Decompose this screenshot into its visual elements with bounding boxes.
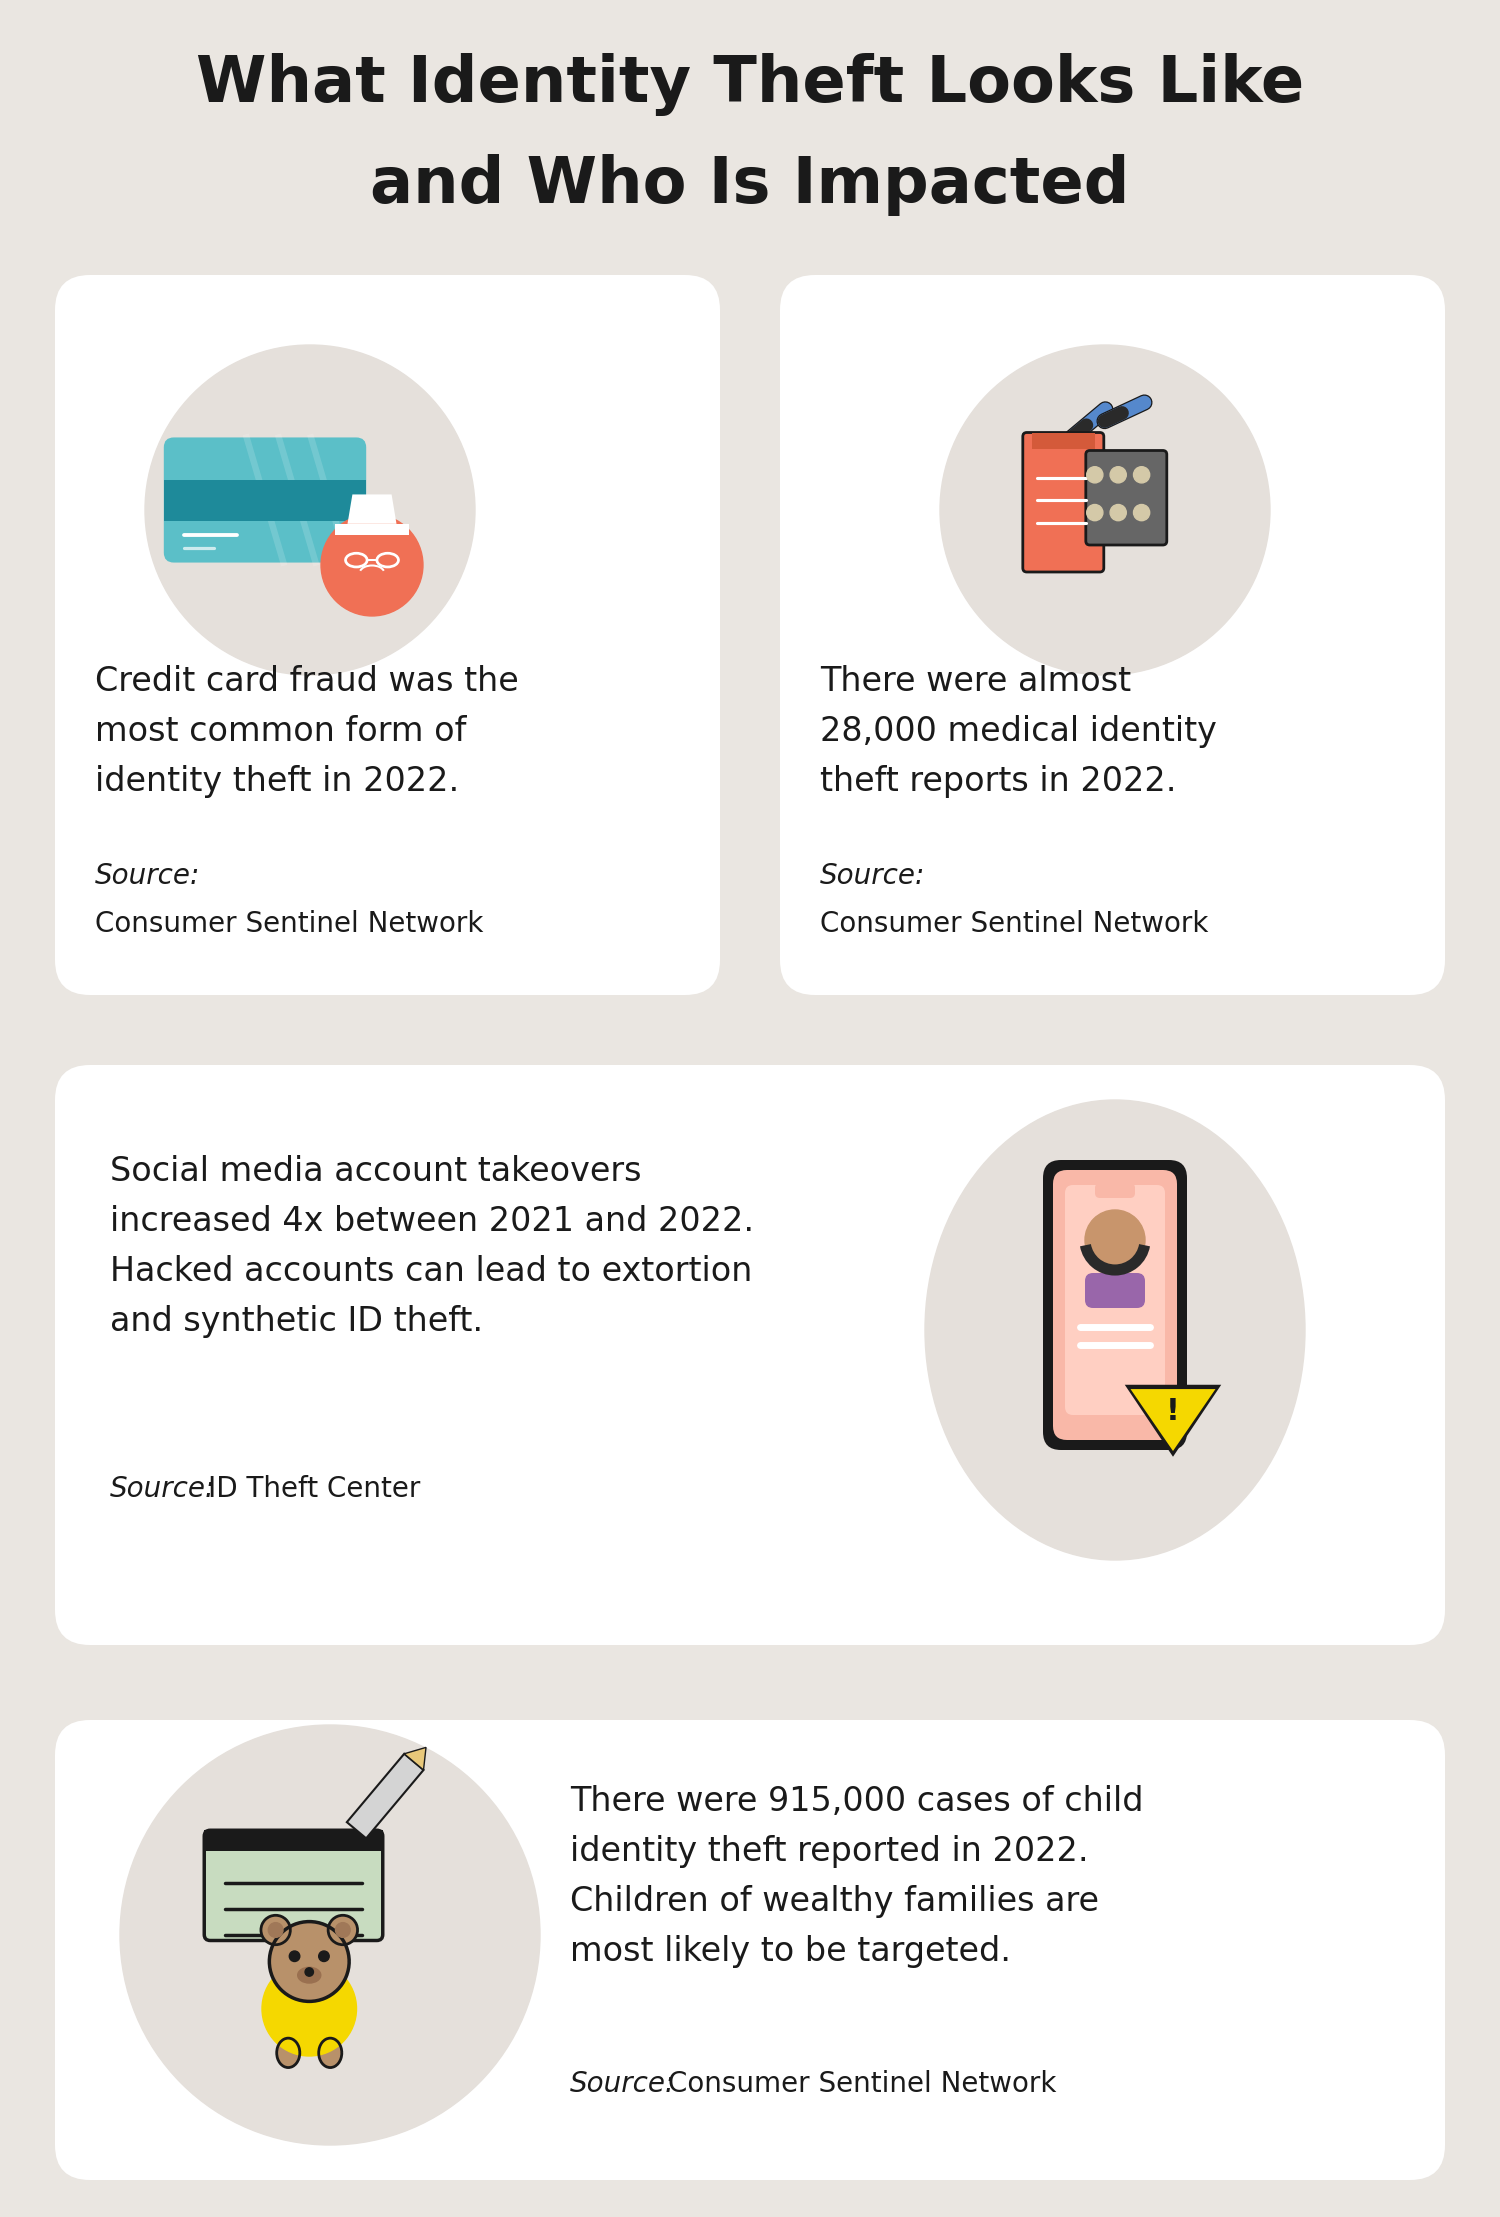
Circle shape: [1110, 505, 1126, 521]
Polygon shape: [1125, 1386, 1221, 1457]
Bar: [1032, 432, 1095, 448]
FancyBboxPatch shape: [1086, 450, 1167, 545]
FancyBboxPatch shape: [780, 275, 1444, 995]
FancyBboxPatch shape: [1084, 1273, 1144, 1308]
Circle shape: [261, 1915, 291, 1944]
Text: !: !: [1166, 1397, 1180, 1426]
Bar: [204, 1831, 382, 1851]
Text: Source:: Source:: [94, 862, 201, 889]
Text: Source:: Source:: [110, 1474, 216, 1503]
Circle shape: [268, 1922, 284, 1938]
Circle shape: [1086, 468, 1102, 483]
FancyBboxPatch shape: [1053, 1171, 1178, 1441]
FancyBboxPatch shape: [1023, 432, 1104, 572]
Circle shape: [304, 1969, 313, 1975]
Text: What Identity Theft Looks Like: What Identity Theft Looks Like: [196, 53, 1304, 118]
Ellipse shape: [940, 346, 1270, 674]
Circle shape: [318, 1951, 328, 1962]
Text: and Who Is Impacted: and Who Is Impacted: [370, 153, 1130, 215]
Circle shape: [1084, 1210, 1144, 1270]
Circle shape: [1086, 505, 1102, 521]
Circle shape: [262, 1962, 357, 2055]
Polygon shape: [348, 494, 396, 523]
Ellipse shape: [926, 1100, 1305, 1561]
Text: Credit card fraud was the
most common form of
identity theft in 2022.: Credit card fraud was the most common fo…: [94, 665, 519, 798]
Circle shape: [336, 1922, 350, 1938]
Circle shape: [1134, 468, 1149, 483]
Circle shape: [290, 1951, 300, 1962]
Circle shape: [328, 1915, 357, 1944]
Text: Consumer Sentinel Network: Consumer Sentinel Network: [94, 909, 483, 938]
FancyBboxPatch shape: [164, 437, 366, 563]
FancyBboxPatch shape: [1095, 1184, 1136, 1197]
FancyBboxPatch shape: [1042, 1159, 1186, 1450]
Circle shape: [1110, 468, 1126, 483]
Ellipse shape: [146, 346, 476, 674]
FancyBboxPatch shape: [56, 1064, 1444, 1645]
FancyBboxPatch shape: [1065, 1186, 1166, 1414]
Text: Source:: Source:: [570, 2071, 675, 2097]
Circle shape: [270, 1922, 350, 2002]
Ellipse shape: [297, 1966, 321, 1982]
FancyBboxPatch shape: [56, 275, 720, 995]
Text: ID Theft Center: ID Theft Center: [209, 1474, 420, 1503]
Text: There were 915,000 cases of child
identity theft reported in 2022.
Children of w: There were 915,000 cases of child identi…: [570, 1785, 1143, 1969]
Text: Source:: Source:: [821, 862, 926, 889]
Circle shape: [1134, 505, 1149, 521]
Ellipse shape: [276, 2037, 300, 2068]
Bar: [334, 523, 410, 534]
Polygon shape: [1131, 1390, 1215, 1450]
Text: There were almost
28,000 medical identity
theft reports in 2022.: There were almost 28,000 medical identit…: [821, 665, 1216, 798]
Text: Consumer Sentinel Network: Consumer Sentinel Network: [821, 909, 1209, 938]
Ellipse shape: [120, 1725, 540, 2146]
FancyBboxPatch shape: [56, 1720, 1444, 2179]
Ellipse shape: [318, 2037, 342, 2068]
Text: Social media account takeovers
increased 4x between 2021 and 2022.
Hacked accoun: Social media account takeovers increased…: [110, 1155, 754, 1337]
Circle shape: [321, 514, 423, 616]
FancyBboxPatch shape: [204, 1831, 382, 1940]
Text: Consumer Sentinel Network: Consumer Sentinel Network: [668, 2071, 1056, 2097]
Polygon shape: [404, 1747, 426, 1769]
Bar: [164, 479, 366, 521]
Polygon shape: [346, 1754, 423, 1838]
